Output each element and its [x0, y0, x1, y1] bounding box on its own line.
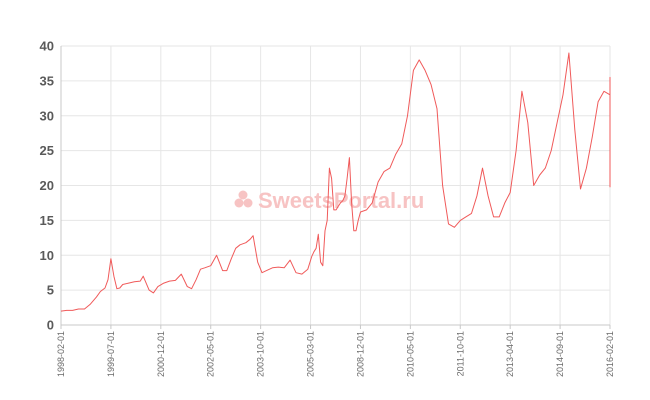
grid-lines [60, 45, 611, 326]
y-tick-label: 0 [47, 318, 54, 333]
series-line [60, 52, 611, 312]
x-tick-label: 1999-07-01 [106, 331, 116, 377]
y-tick-label: 30 [40, 108, 54, 123]
y-tick-label: 40 [40, 39, 54, 54]
y-axis-ticks: 0 5 10 15 20 25 30 35 40 [40, 39, 54, 333]
x-axis-ticks: 1998-02-01 1999-07-01 2000-12-01 2002-05-01… [56, 331, 615, 377]
y-tick-label: 10 [40, 248, 54, 263]
x-tick-label: 2002-05-01 [206, 331, 216, 377]
x-tick-label: 2005-03-01 [306, 331, 316, 377]
y-tick-label: 5 [47, 283, 54, 298]
axes [60, 46, 611, 329]
x-tick-label: 2013-04-01 [505, 331, 515, 377]
watermark: SweetsPortal.ru [234, 188, 424, 213]
x-tick-label: 2014-09-01 [555, 331, 565, 377]
watermark-text: SweetsPortal.ru [258, 188, 424, 213]
x-tick-label: 2000-12-01 [156, 331, 166, 377]
x-tick-label: 2016-02-01 [605, 331, 615, 377]
y-tick-label: 20 [40, 178, 54, 193]
y-tick-label: 35 [40, 73, 54, 88]
watermark-logo-icon [234, 190, 253, 208]
y-tick-label: 25 [40, 143, 54, 158]
x-tick-label: 2008-12-01 [355, 331, 365, 377]
x-tick-label: 2011-10-01 [455, 331, 465, 376]
series-layer [60, 52, 611, 312]
y-tick-label: 15 [40, 213, 54, 228]
x-tick-label: 1998-02-01 [56, 331, 66, 377]
x-tick-label: 2003-10-01 [256, 331, 266, 377]
x-tick-label: 2010-05-01 [405, 331, 415, 377]
